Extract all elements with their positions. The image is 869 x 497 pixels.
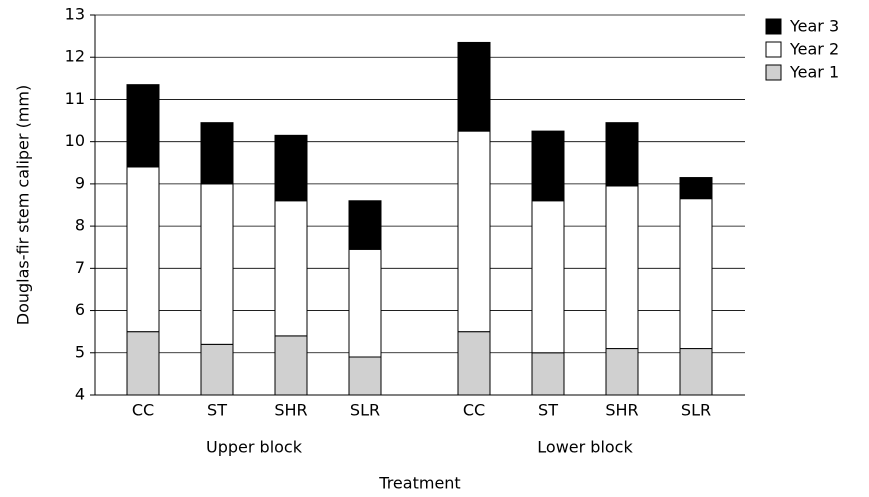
bar-segment [348,356,382,396]
y-tick-label: 4 [75,385,85,404]
x-tick-label: ST [207,401,227,420]
bar-segment [126,84,160,168]
group-label: Upper block [206,438,303,457]
legend-swatch [765,18,782,35]
bar-segment [605,185,639,350]
x-tick-label: SLR [350,401,380,420]
bar-segment [531,130,565,202]
y-tick-label: 11 [65,89,85,108]
legend-label: Year 1 [789,63,839,82]
bar-segment [457,41,491,132]
legend-swatch [765,64,782,81]
x-tick-label: SHR [605,401,638,420]
x-tick-label: CC [132,401,154,420]
y-tick-label: 9 [75,173,85,192]
bar-segment [457,130,491,333]
y-tick-label: 10 [65,131,85,150]
bar-segment [274,335,308,396]
bar-segment [126,166,160,333]
bar-segment [200,122,234,185]
bar-segment [679,348,713,396]
y-tick-label: 13 [65,5,85,24]
bar-segment [348,248,382,358]
x-tick-label: CC [463,401,485,420]
bar-segment [274,134,308,202]
bar-segment [348,200,382,250]
bar-segment [531,200,565,354]
bar-segment [531,352,565,396]
legend-label: Year 2 [789,40,839,59]
legend-swatch [765,41,782,58]
y-tick-label: 8 [75,216,85,235]
bar-segment [200,183,234,345]
x-axis-title: Treatment [378,474,460,493]
y-tick-label: 12 [65,47,85,66]
bar-segment [200,343,234,396]
bar-segment [605,348,639,396]
bar-segment [274,200,308,337]
bar-segment [457,331,491,396]
group-label: Lower block [537,438,633,457]
x-tick-label: ST [538,401,558,420]
x-tick-label: SLR [681,401,711,420]
y-tick-label: 5 [75,342,85,361]
y-axis-title: Douglas-fir stem caliper (mm) [14,85,33,325]
bar-segment [679,198,713,350]
bar-segment [679,177,713,200]
legend-label: Year 3 [789,17,839,36]
bar-segment [605,122,639,187]
y-tick-label: 7 [75,258,85,277]
x-tick-label: SHR [274,401,307,420]
bar-segment [126,331,160,396]
y-tick-label: 6 [75,300,85,319]
